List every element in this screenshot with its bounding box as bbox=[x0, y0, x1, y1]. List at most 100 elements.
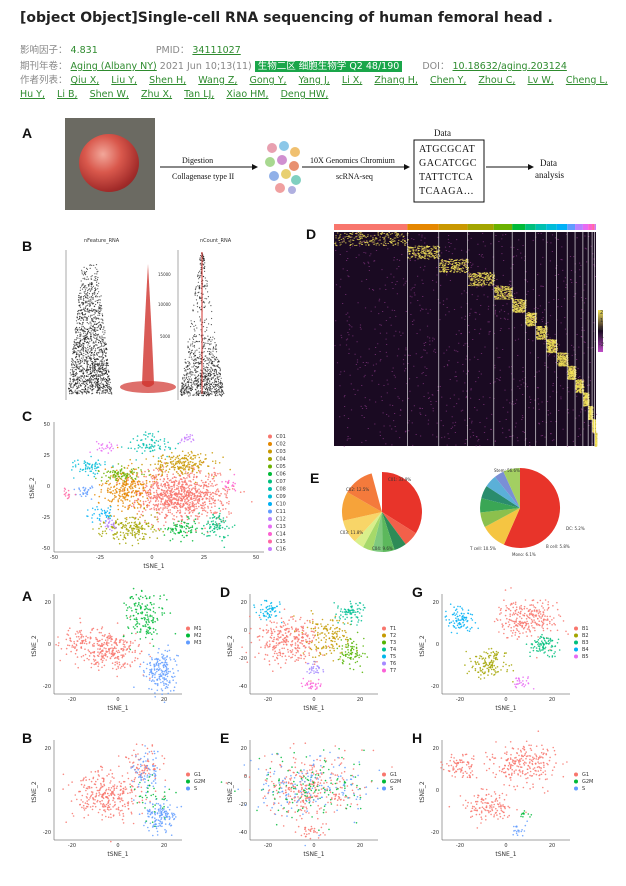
author-link[interactable]: Gong Y, bbox=[249, 75, 287, 86]
violin1-title: nFeature_RNA bbox=[84, 238, 120, 244]
pmid-label: PMID： bbox=[155, 45, 190, 56]
panel-d-letter: D bbox=[306, 226, 317, 242]
cluster-bar bbox=[467, 224, 494, 230]
x-axis-title: tSNE_1 bbox=[303, 705, 324, 712]
y-axis-title: tSNE_2 bbox=[29, 477, 36, 498]
x-tick-label: 0 bbox=[150, 555, 153, 561]
y-tick-label: -20 bbox=[43, 830, 51, 836]
pie-clusters bbox=[342, 472, 422, 553]
y-axis-title: tSNE_2 bbox=[419, 781, 426, 802]
heatmap-colorbar bbox=[598, 310, 603, 352]
issue-text: 2021 Jun 10;13(11) bbox=[159, 61, 252, 72]
x-tick-label: 0 bbox=[504, 697, 507, 703]
x-tick-label: 0 bbox=[504, 843, 507, 849]
y-tick-label: -40 bbox=[239, 684, 247, 690]
data-title: Data bbox=[434, 128, 451, 138]
sub-g-letter: G bbox=[412, 584, 423, 600]
y-tick-label: 20 bbox=[433, 600, 439, 606]
y-tick-label: 0 bbox=[48, 642, 51, 648]
cluster-bar bbox=[546, 224, 557, 230]
author-link[interactable]: Cheng L, bbox=[565, 75, 608, 86]
heat-scale-label: -1 bbox=[599, 334, 604, 340]
legend-label: C06 bbox=[276, 472, 286, 478]
legend-swatch bbox=[574, 779, 578, 784]
x-axis-title: tSNE_1 bbox=[143, 563, 164, 570]
pie-slice bbox=[342, 492, 382, 521]
panel-e-letter: E bbox=[310, 470, 320, 486]
x-tick-label: -20 bbox=[264, 697, 272, 703]
legend-swatch bbox=[382, 772, 386, 777]
author-link[interactable]: Zhang H, bbox=[374, 75, 418, 86]
legend-label: C01 bbox=[276, 434, 286, 440]
author-link[interactable]: Chen Y, bbox=[429, 75, 467, 86]
pie-slice bbox=[363, 512, 382, 551]
x-tick-label: 25 bbox=[201, 555, 207, 561]
femoral-head-ball bbox=[79, 134, 139, 192]
violin-base bbox=[120, 381, 176, 393]
cluster-bar bbox=[525, 224, 536, 230]
author-link[interactable]: Yang J, bbox=[298, 75, 330, 86]
heat-scale-label: -2 bbox=[599, 342, 604, 348]
legend-label: B1 bbox=[582, 626, 589, 632]
author-link[interactable]: Xiao HM, bbox=[226, 89, 269, 100]
x-tick-label: -20 bbox=[68, 697, 76, 703]
cluster-bar bbox=[512, 224, 526, 230]
legend-label: T7 bbox=[389, 668, 396, 674]
author-link[interactable]: Zhou C, bbox=[478, 75, 516, 86]
author-link[interactable]: Qiu X, bbox=[70, 75, 100, 86]
legend-label: T1 bbox=[389, 626, 396, 632]
cluster-bar bbox=[556, 224, 568, 230]
author-link[interactable]: Zhu X, bbox=[140, 89, 173, 100]
legend-swatch bbox=[268, 539, 272, 544]
author-link[interactable]: Liu Y, bbox=[111, 75, 138, 86]
author-link[interactable]: Hu Y, bbox=[20, 89, 46, 100]
legend-swatch bbox=[382, 647, 386, 652]
legend-label: C02 bbox=[276, 442, 286, 448]
legend-swatch bbox=[186, 633, 190, 638]
x-tick-label: 0 bbox=[312, 697, 315, 703]
cluster-bar bbox=[407, 224, 439, 230]
violin2-tick: 10000 bbox=[158, 302, 171, 307]
y-tick-label: 0 bbox=[48, 788, 51, 794]
pie2-label: T cell: 10.5% bbox=[470, 546, 496, 551]
pmid-link[interactable]: 34111027 bbox=[192, 45, 241, 56]
author-link[interactable]: Tan LJ, bbox=[184, 89, 215, 100]
heatmap-bg bbox=[334, 232, 596, 446]
pie-slice bbox=[382, 512, 395, 552]
author-link[interactable]: Shen H, bbox=[149, 75, 187, 86]
legend-swatch bbox=[574, 626, 578, 631]
pie1-label: C04: 9.6% bbox=[372, 546, 393, 551]
legend-label: C10 bbox=[276, 502, 286, 508]
panel-b-letter: B bbox=[22, 238, 33, 254]
y-tick-label: 20 bbox=[241, 600, 247, 606]
x-axis-title: tSNE_1 bbox=[495, 851, 516, 858]
author-link[interactable]: Li B, bbox=[57, 89, 78, 100]
x-tick-label: 20 bbox=[549, 697, 555, 703]
y-tick-label: -50 bbox=[42, 546, 50, 552]
author-link[interactable]: Wang Z, bbox=[198, 75, 238, 86]
pie-celltypes bbox=[480, 467, 561, 548]
x-tick-label: -20 bbox=[456, 697, 464, 703]
author-link[interactable]: Li X, bbox=[341, 75, 363, 86]
cluster-bar bbox=[567, 224, 576, 230]
sequence-line: TATTCTCA bbox=[419, 172, 474, 183]
legend-label: B3 bbox=[582, 640, 589, 646]
heat-scale-label: 1 bbox=[600, 318, 604, 324]
legend-swatch bbox=[186, 626, 190, 631]
legend-swatch bbox=[382, 668, 386, 673]
journal-link[interactable]: Aging (Albany NY) bbox=[70, 61, 157, 72]
tsne-points bbox=[63, 430, 253, 549]
author-link[interactable]: Lv W, bbox=[527, 75, 554, 86]
cluster-bar bbox=[594, 224, 596, 230]
legend-swatch bbox=[268, 464, 272, 469]
analysis-label-2: analysis bbox=[535, 170, 564, 180]
doi-link[interactable]: 10.18632/aging.203124 bbox=[452, 61, 567, 72]
pie-slice bbox=[481, 486, 520, 508]
x-axis-title: tSNE_1 bbox=[107, 705, 128, 712]
author-link[interactable]: Shen W, bbox=[89, 89, 129, 100]
legend-label: M3 bbox=[194, 640, 202, 646]
author-link[interactable]: Deng HW, bbox=[280, 89, 329, 100]
legend-swatch bbox=[268, 494, 272, 499]
legend-label: B2 bbox=[582, 633, 589, 639]
y-axis-title: tSNE_2 bbox=[31, 635, 38, 656]
